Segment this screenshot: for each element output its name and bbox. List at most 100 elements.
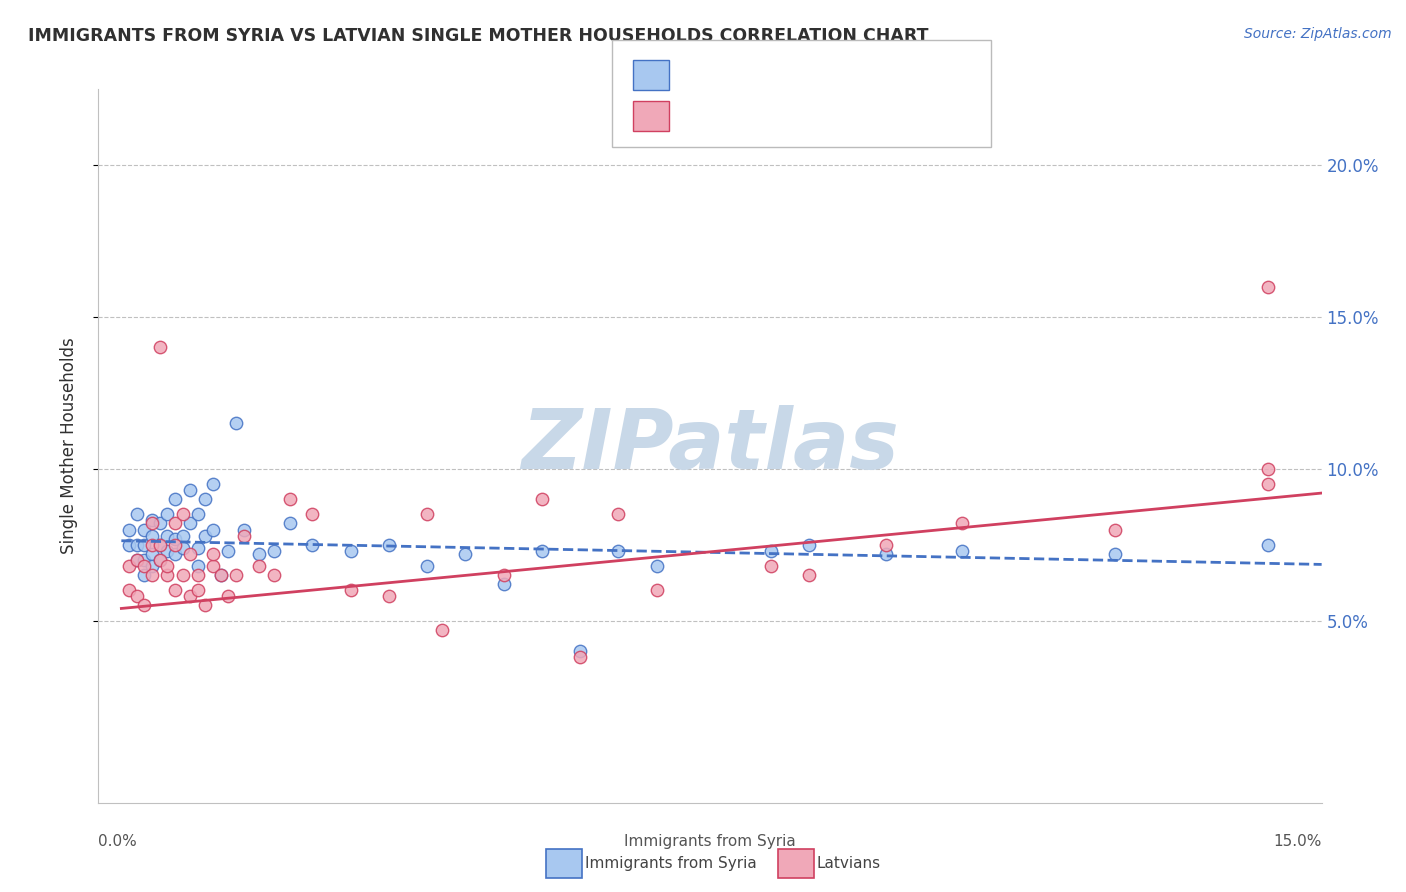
Point [225, 568, 247, 582]
Point [172, 568, 194, 582]
Point [416, 558, 439, 573]
Point [530, 543, 553, 558]
Point [416, 508, 439, 522]
Point [156, 508, 179, 522]
Text: Immigrants from Syria: Immigrants from Syria [585, 856, 756, 871]
Point [875, 547, 897, 561]
Point [149, 553, 172, 567]
Text: 0.0%: 0.0% [98, 834, 138, 849]
Point [278, 516, 301, 531]
Point [187, 508, 209, 522]
Y-axis label: Single Mother Households: Single Mother Households [59, 338, 77, 554]
Point [149, 538, 172, 552]
Point [134, 558, 156, 573]
Point [179, 516, 201, 531]
Point [149, 553, 172, 567]
Point [492, 577, 515, 591]
Point [263, 568, 285, 582]
Point [530, 492, 553, 507]
Point [163, 516, 186, 531]
Point [569, 644, 592, 658]
Point [247, 547, 270, 561]
Point [492, 568, 515, 582]
Point [179, 483, 201, 497]
Text: N =: N = [837, 105, 876, 123]
Point [232, 528, 254, 542]
Point [156, 568, 179, 582]
Point [187, 568, 209, 582]
Point [134, 599, 156, 613]
Point [1104, 547, 1126, 561]
Point [187, 558, 209, 573]
Point [278, 492, 301, 507]
Point [156, 558, 179, 573]
Point [163, 532, 186, 546]
Point [217, 590, 239, 604]
Text: 56: 56 [883, 64, 903, 82]
Point [232, 523, 254, 537]
Point [1104, 523, 1126, 537]
Point [187, 541, 209, 555]
Point [163, 583, 186, 598]
Point [759, 558, 782, 573]
Point [799, 538, 821, 552]
Point [950, 543, 973, 558]
Point [134, 553, 156, 567]
Text: 51: 51 [883, 105, 903, 123]
Point [301, 538, 323, 552]
Point [339, 543, 361, 558]
Point [645, 558, 668, 573]
Text: Source: ZipAtlas.com: Source: ZipAtlas.com [1244, 27, 1392, 41]
Point [149, 538, 172, 552]
Point [118, 523, 141, 537]
Point [194, 528, 217, 542]
Point [125, 553, 148, 567]
Point [1257, 477, 1279, 491]
Point [163, 492, 186, 507]
Point [225, 416, 247, 430]
Text: ZIPatlas: ZIPatlas [522, 406, 898, 486]
Point [454, 547, 477, 561]
Point [202, 558, 225, 573]
Point [118, 538, 141, 552]
Text: Latvians: Latvians [817, 856, 882, 871]
Text: 0.193: 0.193 [721, 105, 782, 123]
Text: IMMIGRANTS FROM SYRIA VS LATVIAN SINGLE MOTHER HOUSEHOLDS CORRELATION CHART: IMMIGRANTS FROM SYRIA VS LATVIAN SINGLE … [28, 27, 928, 45]
Point [179, 547, 201, 561]
Point [141, 547, 163, 561]
Point [569, 650, 592, 665]
Text: Immigrants from Syria: Immigrants from Syria [624, 834, 796, 849]
Point [202, 547, 225, 561]
Point [378, 538, 401, 552]
Point [645, 583, 668, 598]
Point [125, 553, 148, 567]
Point [172, 528, 194, 542]
Point [209, 568, 232, 582]
Point [149, 516, 172, 531]
Point [378, 590, 401, 604]
Point [263, 543, 285, 558]
Point [202, 477, 225, 491]
Point [141, 516, 163, 531]
Point [432, 623, 454, 637]
Point [759, 543, 782, 558]
Point [217, 543, 239, 558]
Point [1257, 279, 1279, 293]
Point [156, 543, 179, 558]
Point [202, 523, 225, 537]
Point [194, 599, 217, 613]
Point [1257, 538, 1279, 552]
Text: N =: N = [837, 64, 876, 82]
Point [172, 541, 194, 555]
Point [141, 513, 163, 527]
Point [141, 538, 163, 552]
Point [163, 547, 186, 561]
Point [125, 508, 148, 522]
Point [134, 523, 156, 537]
Text: 15.0%: 15.0% [1274, 834, 1322, 849]
Point [194, 492, 217, 507]
Point [134, 538, 156, 552]
Point [172, 508, 194, 522]
Point [134, 568, 156, 582]
Point [1257, 462, 1279, 476]
